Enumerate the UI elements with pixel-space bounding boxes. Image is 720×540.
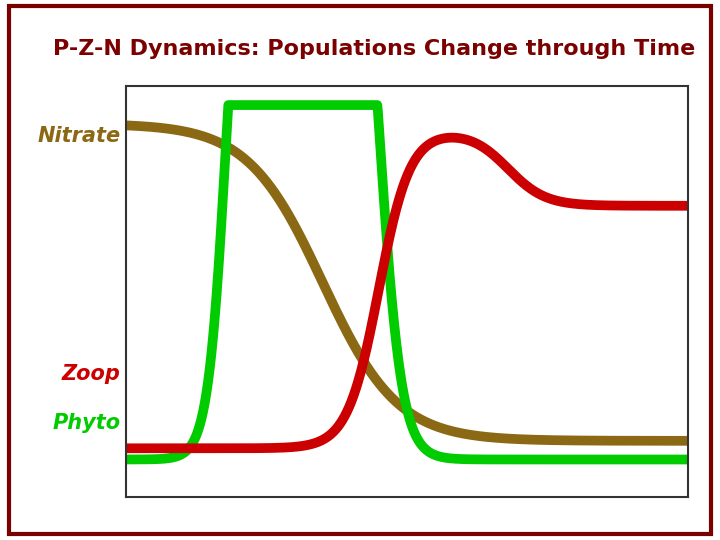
Text: Nitrate: Nitrate — [37, 126, 120, 146]
Text: P-Z-N Dynamics: Populations Change through Time: P-Z-N Dynamics: Populations Change throu… — [53, 38, 696, 59]
Text: Phyto: Phyto — [53, 413, 120, 433]
Text: Zoop: Zoop — [61, 363, 120, 384]
